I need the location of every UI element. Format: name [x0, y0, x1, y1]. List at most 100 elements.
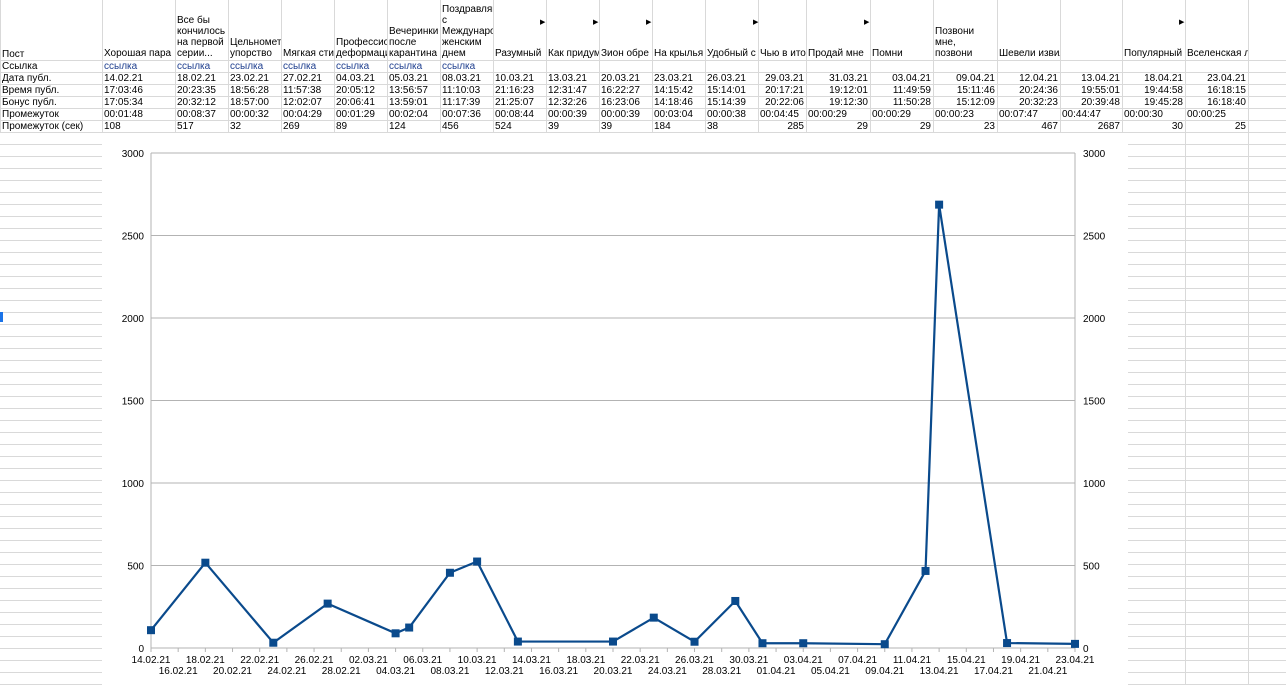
post-link[interactable]: ссылка	[442, 61, 476, 72]
cell-bonus[interactable]: 20:22:06	[765, 97, 804, 108]
cell-date[interactable]: 13.04.21	[1081, 73, 1120, 84]
cell-gap[interactable]: 00:01:48	[104, 109, 143, 120]
column-header-cell[interactable]: Все бы кончилось на первой серии...	[177, 15, 226, 59]
cell-gap[interactable]: 00:00:39	[548, 109, 587, 120]
column-header-cell[interactable]: Цельнометаллическое упорство	[230, 37, 281, 59]
cell-date[interactable]: 08.03.21	[442, 73, 481, 84]
cell-time[interactable]: 17:03:46	[104, 85, 143, 96]
cell-date[interactable]: 18.04.21	[1144, 73, 1183, 84]
column-header-cell[interactable]: Вселенская любовь	[1187, 48, 1248, 59]
cell-gap[interactable]: 00:00:25	[1187, 109, 1226, 120]
cell-date[interactable]: 10.03.21	[495, 73, 534, 84]
row-label-post[interactable]: Пост	[2, 49, 25, 60]
cell-gap-sec[interactable]: 25	[1234, 121, 1246, 132]
post-link[interactable]: ссылка	[283, 61, 317, 72]
cell-date[interactable]: 04.03.21	[336, 73, 375, 84]
cell-bonus[interactable]: 20:39:48	[1081, 97, 1120, 108]
post-link[interactable]: ссылка	[336, 61, 370, 72]
cell-date[interactable]: 26.03.21	[707, 73, 746, 84]
column-header-cell[interactable]: Мягкая стирка	[283, 48, 334, 59]
cell-gap[interactable]: 00:00:38	[707, 109, 746, 120]
cell-time[interactable]: 11:57:38	[283, 85, 322, 96]
cell-bonus[interactable]: 13:59:01	[389, 97, 428, 108]
cell-gap-sec[interactable]: 517	[177, 121, 194, 132]
cell-gap[interactable]: 00:01:29	[336, 109, 375, 120]
cell-date[interactable]: 27.02.21	[283, 73, 322, 84]
cell-time[interactable]: 15:14:01	[707, 85, 746, 96]
cell-time[interactable]: 21:16:23	[495, 85, 534, 96]
cell-time[interactable]: 11:10:03	[442, 85, 481, 96]
row-label-gap-sec[interactable]: Промежуток (сек)	[2, 121, 84, 132]
cell-bonus[interactable]: 12:32:26	[548, 97, 587, 108]
cell-time[interactable]: 16:18:15	[1207, 85, 1246, 96]
column-header-cell[interactable]: Позвони мне, позвони	[935, 26, 975, 59]
cell-gap[interactable]: 00:08:37	[177, 109, 216, 120]
column-header-cell[interactable]: Чью в ито	[760, 48, 806, 59]
cell-time[interactable]: 16:22:27	[601, 85, 640, 96]
column-header-cell[interactable]: Вечеринки после карантина	[389, 26, 439, 59]
cell-gap[interactable]: 00:00:32	[230, 109, 269, 120]
cell-gap[interactable]: 00:03:04	[654, 109, 693, 120]
cell-bonus[interactable]: 15:14:39	[707, 97, 746, 108]
cell-gap-sec[interactable]: 23	[983, 121, 995, 132]
cell-time[interactable]: 15:11:46	[956, 85, 995, 96]
cell-gap[interactable]: 00:07:36	[442, 109, 481, 120]
cell-date[interactable]: 09.04.21	[956, 73, 995, 84]
cell-gap[interactable]: 00:04:45	[760, 109, 799, 120]
cell-time[interactable]: 12:31:47	[548, 85, 587, 96]
cell-gap[interactable]: 00:00:30	[1124, 109, 1163, 120]
cell-date[interactable]: 23.04.21	[1207, 73, 1246, 84]
cell-time[interactable]: 14:15:42	[654, 85, 693, 96]
cell-gap[interactable]: 00:00:29	[872, 109, 911, 120]
column-header-cell[interactable]: Хорошая пара	[104, 48, 172, 59]
cell-bonus[interactable]: 20:06:41	[336, 97, 375, 108]
cell-gap-sec[interactable]: 524	[495, 121, 512, 132]
post-link[interactable]: ссылка	[389, 61, 423, 72]
cell-date[interactable]: 23.03.21	[654, 73, 693, 84]
cell-date[interactable]: 20.03.21	[601, 73, 640, 84]
cell-gap[interactable]: 00:02:04	[389, 109, 428, 120]
cell-gap-sec[interactable]: 184	[654, 121, 671, 132]
row-label-time[interactable]: Время публ.	[2, 85, 60, 96]
cell-gap-sec[interactable]: 2687	[1097, 121, 1120, 132]
cell-date[interactable]: 05.03.21	[389, 73, 428, 84]
column-header-cell[interactable]: Профессиональная деформация	[336, 37, 387, 59]
cell-bonus[interactable]: 20:32:23	[1019, 97, 1058, 108]
cell-gap-sec[interactable]: 38	[707, 121, 719, 132]
cell-date[interactable]: 18.02.21	[177, 73, 216, 84]
cell-gap-sec[interactable]: 89	[336, 121, 348, 132]
column-header-cell[interactable]: Разумный	[495, 48, 542, 59]
cell-gap-sec[interactable]: 467	[1041, 121, 1058, 132]
post-link[interactable]: ссылка	[177, 61, 211, 72]
column-header-cell[interactable]: Шевели извилинами	[999, 48, 1060, 59]
cell-time[interactable]: 19:12:01	[829, 85, 868, 96]
row-label-gap[interactable]: Промежуток	[2, 109, 59, 120]
cell-time[interactable]: 20:05:12	[336, 85, 375, 96]
cell-time[interactable]: 20:24:36	[1019, 85, 1058, 96]
cell-bonus[interactable]: 11:17:39	[442, 97, 481, 108]
column-header-cell[interactable]: Популярный	[1124, 48, 1183, 59]
cell-gap-sec[interactable]: 108	[104, 121, 121, 132]
cell-time[interactable]: 20:17:21	[765, 85, 804, 96]
cell-gap-sec[interactable]: 29	[856, 121, 868, 132]
row-label-bonus[interactable]: Бонус публ.	[2, 97, 57, 108]
cell-gap-sec[interactable]: 29	[919, 121, 931, 132]
post-link[interactable]: ссылка	[230, 61, 264, 72]
cell-bonus[interactable]: 14:18:46	[654, 97, 693, 108]
cell-date[interactable]: 31.03.21	[829, 73, 868, 84]
cell-time[interactable]: 19:44:58	[1144, 85, 1183, 96]
cell-bonus[interactable]: 12:02:07	[283, 97, 322, 108]
cell-gap-sec[interactable]: 269	[283, 121, 300, 132]
cell-bonus[interactable]: 19:45:28	[1144, 97, 1183, 108]
row-label-date[interactable]: Дата публ.	[2, 73, 52, 84]
cell-gap-sec[interactable]: 285	[787, 121, 804, 132]
cell-gap-sec[interactable]: 39	[601, 121, 613, 132]
cell-gap-sec[interactable]: 124	[389, 121, 406, 132]
cell-date[interactable]: 12.04.21	[1019, 73, 1058, 84]
cell-gap-sec[interactable]: 32	[230, 121, 242, 132]
cell-bonus[interactable]: 15:12:09	[956, 97, 995, 108]
cell-date[interactable]: 03.04.21	[892, 73, 931, 84]
column-header-cell[interactable]: На крылья	[654, 48, 704, 59]
row-label-link[interactable]: Ссылка	[2, 61, 38, 72]
